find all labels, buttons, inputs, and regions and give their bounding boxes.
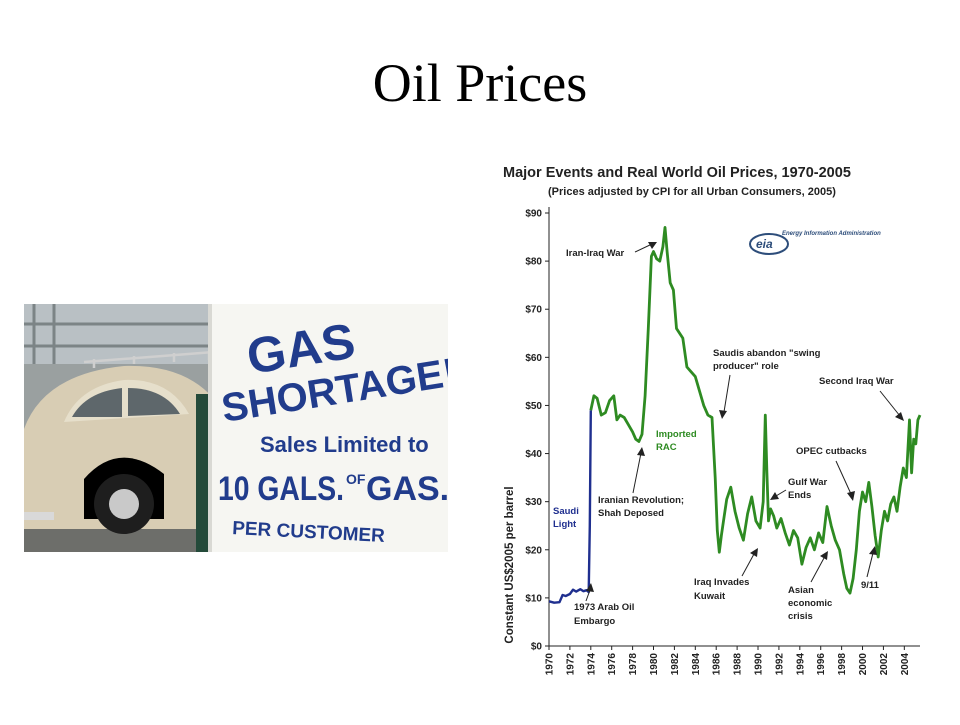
- series-label-saudi-light-1: Saudi: [553, 506, 579, 517]
- x-tick-label: 1992: [774, 653, 785, 676]
- annotation-iraq-invades-kuwait-1: Iraq Invades: [694, 577, 749, 588]
- sign-line-of: OF: [346, 471, 366, 487]
- eia-logo-icon: eia Energy Information Administration: [749, 231, 881, 255]
- annotation-9-11: 9/11: [861, 580, 880, 591]
- eia-logo-mark: eia: [756, 237, 773, 251]
- series-label-imported-rac-2: RAC: [656, 442, 677, 453]
- series-line-imported-rac: [589, 226, 922, 595]
- annotation-arab-oil-embargo-1: 1973 Arab Oil: [574, 602, 634, 613]
- y-tick-label: $0: [531, 642, 543, 653]
- x-tick-label: 2004: [900, 653, 911, 676]
- y-tick-label: $40: [525, 449, 542, 460]
- eia-logo-text: Energy Information Administration: [782, 231, 881, 237]
- x-tick-label: 1970: [545, 653, 556, 676]
- annotation-iran-iraq-war: Iran-Iraq War: [566, 248, 625, 259]
- slide-title: Oil Prices: [372, 53, 588, 113]
- annotation-arab-oil-embargo-2: Embargo: [574, 616, 615, 627]
- annotation-saudis-abandon-1: Saudis abandon "swing: [713, 348, 821, 359]
- y-tick-label: $90: [525, 209, 542, 220]
- annotation-asian-crisis-2: economic: [788, 598, 832, 609]
- x-tick-label: 2000: [858, 653, 869, 676]
- x-tick-label: 1972: [565, 653, 576, 676]
- y-tick-label: $60: [525, 353, 542, 364]
- y-axis-label: Constant US$2005 per barrel: [504, 486, 516, 643]
- annotation-gulf-war-ends-1: Gulf War: [788, 477, 828, 488]
- series-label-saudi-light-2: Light: [553, 519, 577, 530]
- y-tick-label: $70: [525, 305, 542, 316]
- annotation-saudis-abandon-2: producer" role: [713, 361, 779, 372]
- y-tick-label: $20: [525, 545, 542, 556]
- x-tick-label: 1980: [649, 653, 660, 676]
- chart-subtitle: (Prices adjusted by CPI for all Urban Co…: [548, 186, 836, 198]
- x-tick-label: 1986: [712, 653, 723, 676]
- sign-line-ten-gals: 10 GALS.: [218, 470, 344, 508]
- annotation-asian-crisis-1: Asian: [788, 585, 814, 596]
- annotation-gulf-war-ends-2: Ends: [788, 490, 811, 501]
- x-tick-label: 1990: [754, 653, 765, 676]
- x-tick-label: 1976: [607, 653, 618, 676]
- gas-shortage-photo: GAS SHORTAGE! Sales Limited to 10 GALS. …: [24, 304, 448, 552]
- x-tick-label: 1994: [795, 653, 806, 676]
- series-label-imported-rac-1: Imported: [656, 429, 697, 440]
- x-tick-label: 1982: [670, 653, 681, 676]
- oil-price-chart: Major Events and Real World Oil Prices, …: [490, 150, 940, 720]
- y-tick-label: $50: [525, 401, 542, 412]
- x-tick-label: 1984: [691, 653, 702, 676]
- x-tick-label: 1978: [628, 653, 639, 676]
- chart-title: Major Events and Real World Oil Prices, …: [503, 165, 851, 181]
- sign-line-sales-limited: Sales Limited to: [260, 432, 429, 457]
- annotation-iraq-invades-kuwait-2: Kuwait: [694, 591, 726, 602]
- annotation-opec-cutbacks: OPEC cutbacks: [796, 446, 867, 457]
- y-tick-label: $30: [525, 497, 542, 508]
- annotation-iranian-revolution-2: Shah Deposed: [598, 508, 664, 519]
- x-tick-label: 2002: [879, 653, 890, 676]
- x-tick-label: 1996: [816, 653, 827, 676]
- y-tick-label: $10: [525, 593, 542, 604]
- series-line-saudi-light: [548, 410, 592, 604]
- y-tick-label: $80: [525, 257, 542, 268]
- annotation-asian-crisis-3: crisis: [788, 611, 813, 622]
- x-tick-label: 1974: [586, 653, 597, 676]
- x-tick-label: 1988: [733, 653, 744, 676]
- x-tick-label: 1998: [837, 653, 848, 676]
- annotation-second-iraq-war: Second Iraq War: [819, 376, 894, 387]
- sign-line-gas-2: GAS.: [366, 470, 448, 508]
- annotation-iranian-revolution-1: Iranian Revolution;: [598, 495, 684, 506]
